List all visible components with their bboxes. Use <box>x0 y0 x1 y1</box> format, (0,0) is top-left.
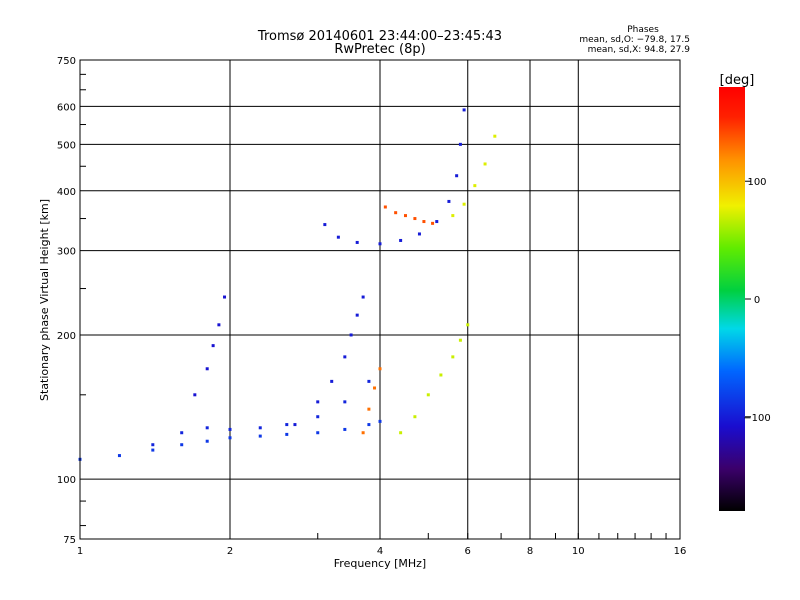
data-point <box>336 235 340 239</box>
data-point <box>367 407 371 411</box>
grid-lines <box>80 60 680 539</box>
data-point <box>413 415 417 419</box>
colorbar-tick-label: −100 <box>743 413 770 424</box>
data-point <box>378 419 382 423</box>
y-tick-label: 500 <box>57 140 76 151</box>
data-point <box>355 313 359 317</box>
data-point <box>343 400 347 404</box>
phase-box-line-x: mean, sd,X: 94.8, 27.9 <box>588 45 691 55</box>
data-point <box>205 426 209 430</box>
data-point <box>223 295 227 299</box>
chart-title: Tromsø 20140601 23:44:00–23:45:43 <box>257 29 502 44</box>
data-point <box>439 373 443 377</box>
x-tick-label: 2 <box>227 546 233 557</box>
x-tick-label: 8 <box>527 546 533 557</box>
x-tick-label: 4 <box>377 546 383 557</box>
y-tick-label: 600 <box>57 102 76 113</box>
colorbar-tick-label: 0 <box>754 295 760 306</box>
data-point <box>483 162 487 166</box>
y-tick-label: 750 <box>57 56 76 67</box>
data-point <box>462 108 466 112</box>
axis-ticks: 1 2 4 6 8 10 16 75 100 200 300 400 500 600 750 <box>57 56 686 557</box>
data-point <box>451 214 455 218</box>
data-point <box>462 202 466 206</box>
colorbar-tick-label: 100 <box>747 177 766 188</box>
y-tick-label: 100 <box>57 475 76 486</box>
data-point <box>330 379 334 383</box>
data-point <box>361 295 365 299</box>
data-point <box>451 355 455 359</box>
data-point <box>343 355 347 359</box>
data-point <box>285 423 289 427</box>
data-point <box>323 223 327 227</box>
data-point <box>151 448 155 452</box>
x-tick-label: 10 <box>572 546 585 557</box>
phase-box-title: Phases <box>627 25 659 35</box>
data-point <box>458 338 462 342</box>
data-point <box>367 423 371 427</box>
data-point <box>431 221 435 225</box>
data-point <box>378 367 382 371</box>
data-point <box>383 205 387 209</box>
data-point <box>403 214 407 218</box>
data-point <box>285 432 289 436</box>
x-axis-label: Frequency [MHz] <box>334 557 426 570</box>
data-point <box>447 199 451 203</box>
data-point <box>205 367 209 371</box>
y-tick-label: 200 <box>57 331 76 342</box>
data-point <box>455 174 459 178</box>
data-point <box>473 184 477 188</box>
data-point <box>422 220 426 224</box>
chart-subtitle: RwPretec (8p) <box>334 42 425 57</box>
data-point <box>316 400 320 404</box>
data-point <box>217 323 221 327</box>
data-point <box>193 393 197 397</box>
data-point <box>180 431 184 435</box>
x-tick-label: 16 <box>674 546 687 557</box>
y-tick-label: 75 <box>63 535 76 546</box>
phase-box-line-o: mean, sd,O: −79.8, 17.5 <box>579 35 690 45</box>
data-point <box>228 427 232 431</box>
data-point <box>180 443 184 447</box>
data-point <box>343 427 347 431</box>
colorbar-label: [deg] <box>720 73 755 88</box>
data-point <box>417 232 421 236</box>
data-point <box>316 431 320 435</box>
data-point <box>211 344 215 348</box>
data-point <box>367 379 371 383</box>
data-point <box>399 238 403 242</box>
data-point <box>117 454 121 458</box>
data-point <box>399 431 403 435</box>
data-point <box>426 393 430 397</box>
colorbar-ticks: 100 0 −100 <box>743 177 770 424</box>
y-tick-label: 300 <box>57 247 76 258</box>
data-point <box>493 134 497 138</box>
data-point <box>458 142 462 146</box>
data-point <box>378 242 382 246</box>
data-point <box>258 426 262 430</box>
data-point <box>435 220 439 224</box>
data-point <box>355 240 359 244</box>
y-tick-label: 400 <box>57 187 76 198</box>
x-tick-label: 1 <box>77 546 83 557</box>
data-point <box>413 217 417 221</box>
data-point <box>373 386 377 390</box>
data-point <box>466 323 470 327</box>
data-point <box>258 434 262 438</box>
data-point <box>394 211 398 215</box>
data-points <box>78 108 497 461</box>
data-point <box>205 439 209 443</box>
data-point <box>349 333 353 337</box>
data-point <box>361 431 365 435</box>
data-point <box>293 423 297 427</box>
y-axis-label: Stationary phase Virtual Height [km] <box>38 199 51 401</box>
data-point <box>228 436 232 440</box>
x-tick-label: 6 <box>465 546 471 557</box>
data-point <box>316 415 320 419</box>
data-point <box>151 443 155 447</box>
colorbar <box>719 87 745 511</box>
